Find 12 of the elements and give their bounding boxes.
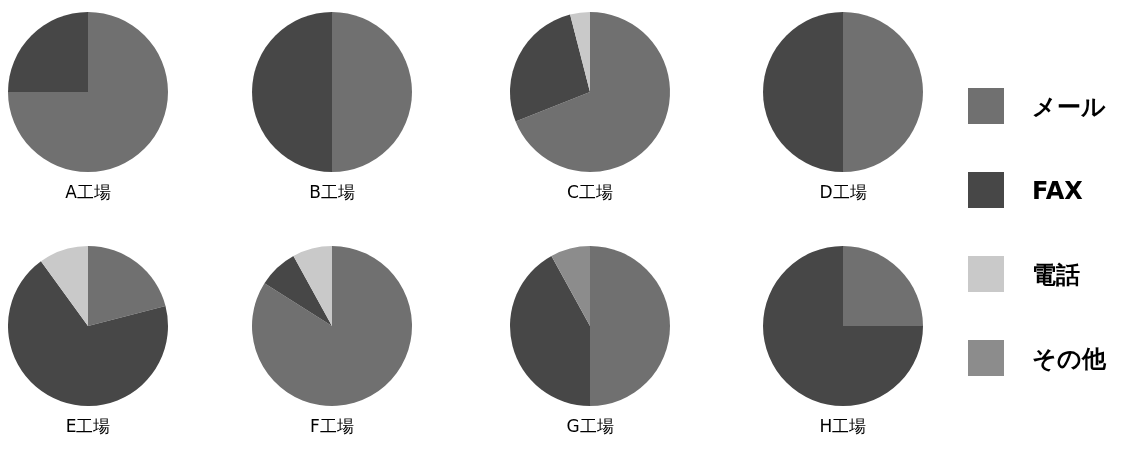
legend-label: メール <box>1032 93 1106 121</box>
slice-label: E工場 <box>65 416 111 436</box>
slice-label: C工場 <box>567 182 613 202</box>
legend-label: FAX <box>1032 177 1084 205</box>
legend-label: その他 <box>1032 345 1107 373</box>
slice-label: D工場 <box>819 182 867 202</box>
slice-label: G工場 <box>566 416 614 436</box>
slice-label: F工場 <box>310 416 354 436</box>
slice-label: H工場 <box>819 416 867 436</box>
legend-label: 電話 <box>1032 261 1080 289</box>
slice-label: B工場 <box>309 182 355 202</box>
slice-label: A工場 <box>65 182 111 202</box>
